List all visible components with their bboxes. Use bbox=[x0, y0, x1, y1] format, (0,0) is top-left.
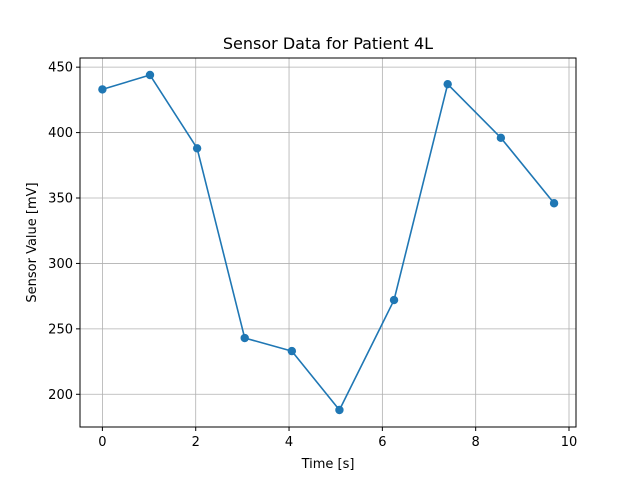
grid-lines bbox=[80, 58, 576, 427]
data-point bbox=[240, 333, 249, 343]
data-point bbox=[549, 199, 559, 208]
data-series bbox=[98, 70, 559, 415]
x-tick-label: 2 bbox=[192, 435, 200, 450]
x-axis: 0 2 4 6 8 10 bbox=[98, 427, 577, 450]
data-point bbox=[192, 144, 202, 153]
y-tick-label: 200 bbox=[48, 388, 73, 403]
y-axis: 200 250 300 350 400 450 bbox=[48, 61, 80, 403]
x-tick-label: 6 bbox=[378, 435, 386, 450]
plot-frame bbox=[79, 57, 577, 428]
y-tick-label: 400 bbox=[48, 126, 73, 141]
data-point bbox=[335, 405, 344, 415]
y-tick-label: 350 bbox=[48, 192, 73, 207]
data-point bbox=[443, 79, 452, 89]
y-tick-label: 250 bbox=[48, 322, 73, 337]
y-tick-label: 300 bbox=[48, 257, 73, 272]
data-point bbox=[145, 70, 155, 80]
y-tick-label: 450 bbox=[48, 61, 73, 76]
x-tick-label: 0 bbox=[98, 435, 106, 450]
data-point bbox=[389, 295, 399, 305]
data-point bbox=[496, 133, 506, 143]
x-tick-label: 8 bbox=[472, 435, 480, 450]
data-point bbox=[98, 85, 107, 94]
series-line bbox=[102, 74, 555, 411]
x-axis-label: Time [s] bbox=[301, 457, 355, 472]
x-tick-label: 10 bbox=[561, 435, 578, 450]
chart-title: Sensor Data for Patient 4L bbox=[223, 34, 433, 53]
x-tick-label: 4 bbox=[285, 435, 293, 450]
data-point bbox=[287, 346, 297, 356]
y-axis-label: Sensor Value [mV] bbox=[25, 182, 40, 302]
